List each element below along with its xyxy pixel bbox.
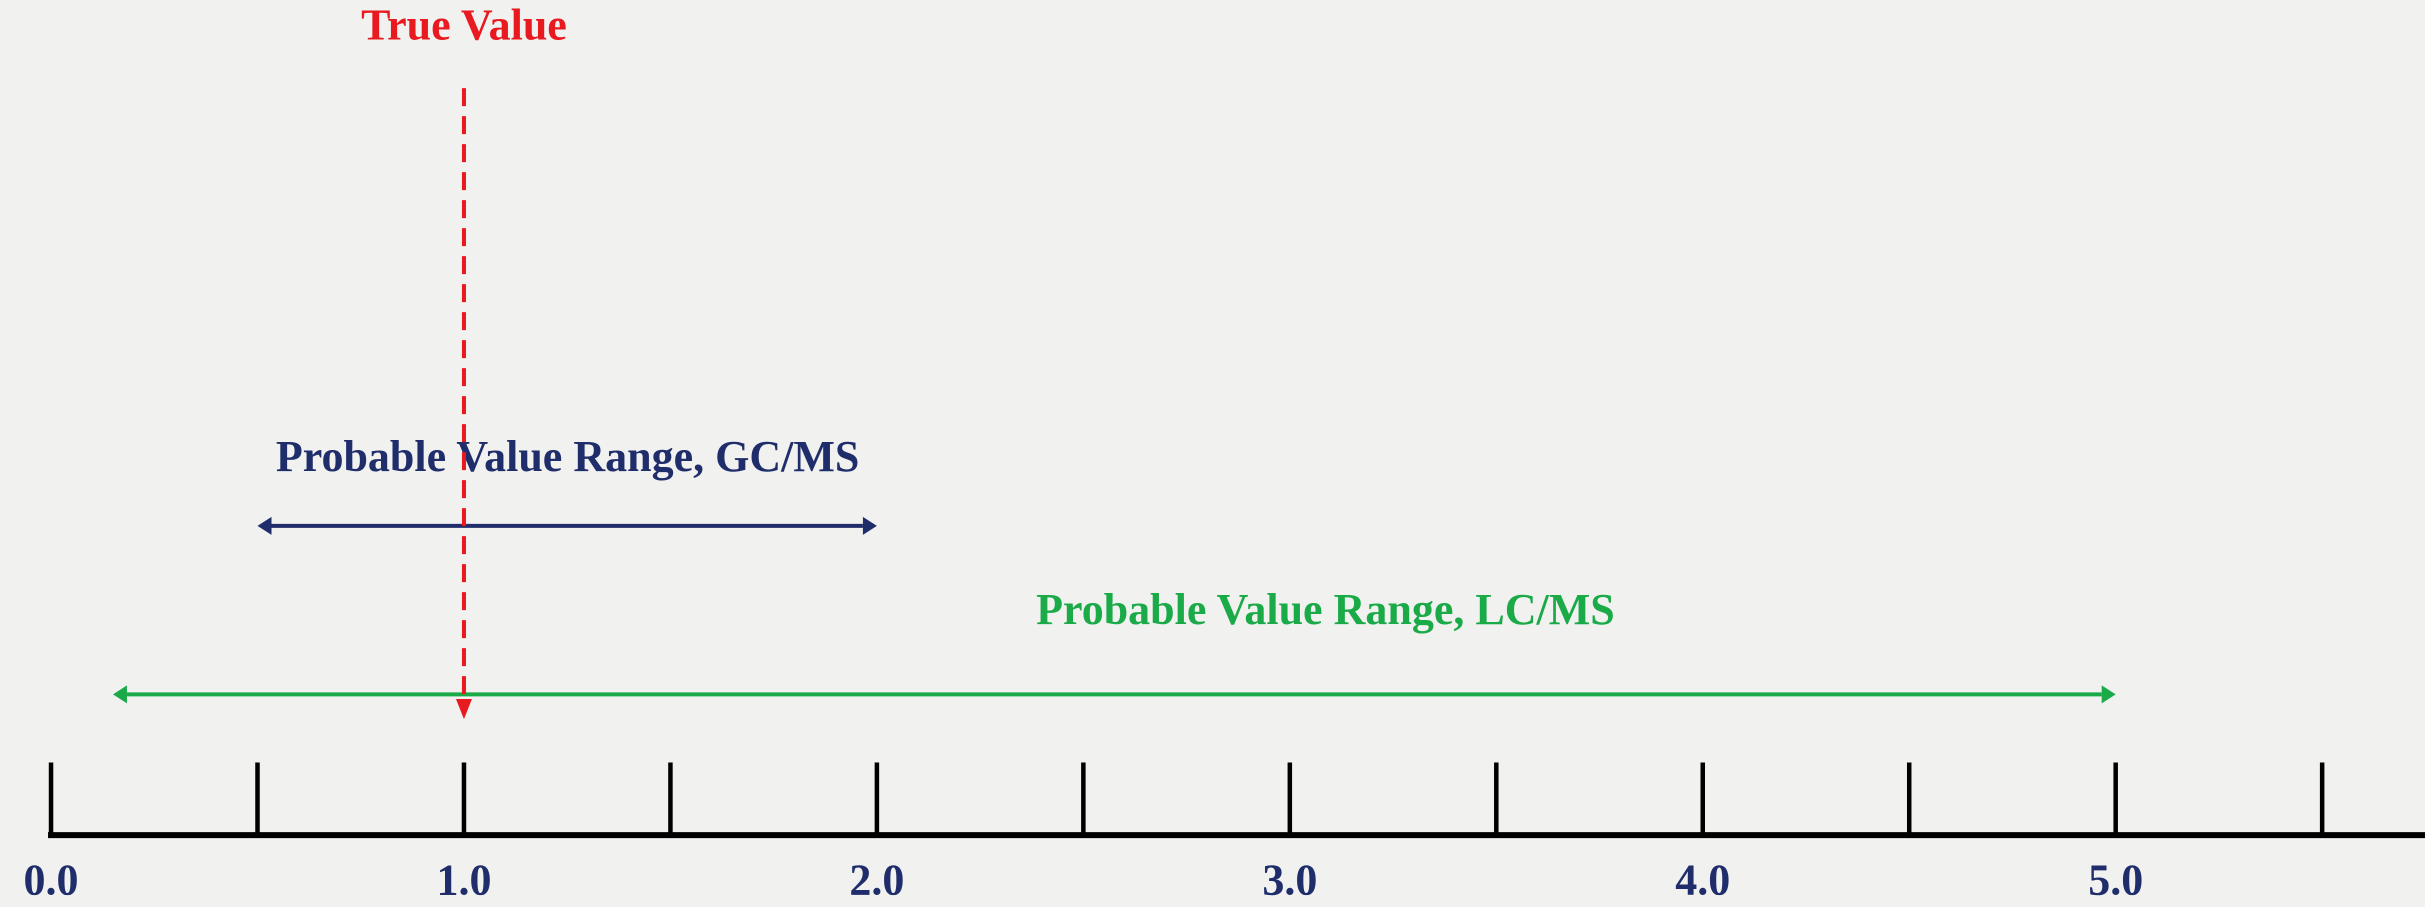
tick-label: 4.0 [1675,856,1730,905]
tick-label: 1.0 [436,856,491,905]
tick-label: 5.0 [2088,856,2143,905]
range-label: Probable Value Range, LC/MS [1036,585,1615,634]
tick-label: 2.0 [849,856,904,905]
true-value-label: True Value [361,0,567,49]
arrow-part [2101,685,2116,704]
range-arrow [257,516,877,535]
tick-label: 3.0 [1262,856,1317,905]
range-arrow [112,685,2116,704]
arrow-part [862,516,877,535]
tick-label: 0.0 [24,856,79,905]
arrow-part [257,516,272,535]
range-label: Probable Value Range, GC/MS [276,432,859,481]
arrow-part [112,685,127,704]
true-value-arrowhead [455,699,472,720]
